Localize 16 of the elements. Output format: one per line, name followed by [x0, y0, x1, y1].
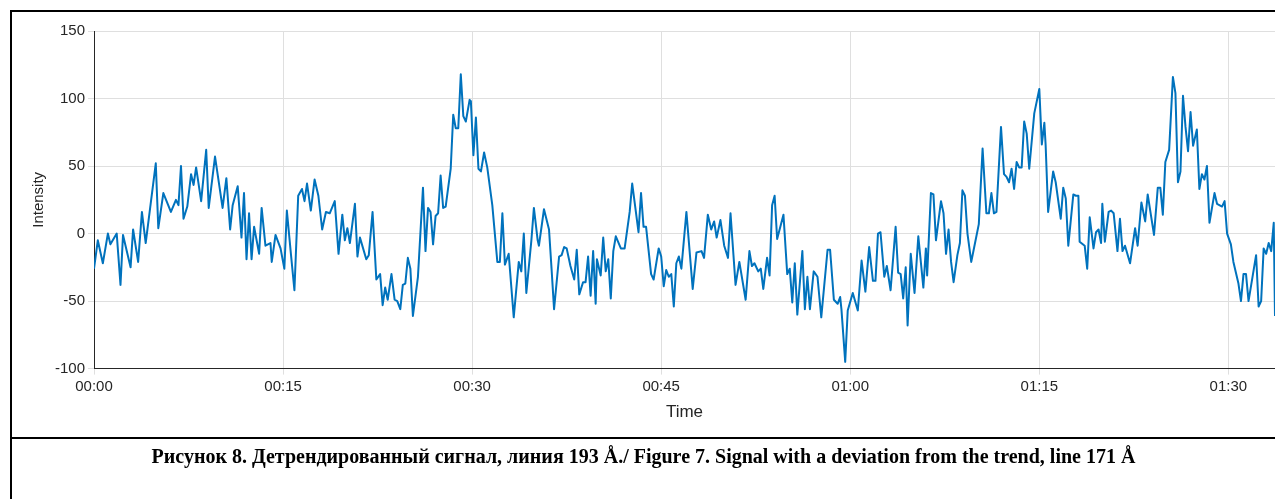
y-tick-label: 0 [76, 223, 86, 241]
y-tick-label: -100 [54, 358, 86, 376]
y-tick-label: 100 [59, 88, 86, 106]
x-tick-label: 00:00 [75, 376, 113, 394]
text: Рисунок 8. Детрендированный сигнал, линия 193 Å./ Figure 7. Signal with a deviation from the trend, line 171 Å [10, 437, 1275, 499]
x-tick-label: 01:30 [1209, 376, 1248, 394]
x-tick-label: 01:15 [1020, 376, 1059, 394]
x-axis-title: Time [665, 402, 704, 422]
y-axis-title: Intensity [29, 171, 47, 228]
y-tick-label: 50 [68, 156, 86, 174]
x-tick-label: 00:30 [453, 376, 491, 394]
x-tick-label: 01:00 [831, 376, 870, 394]
y-tick-label: -50 [63, 291, 86, 309]
y-tick-label: 150 [59, 21, 86, 39]
x-tick-label: 00:45 [642, 376, 680, 394]
x-tick-label: 00:15 [264, 376, 302, 394]
